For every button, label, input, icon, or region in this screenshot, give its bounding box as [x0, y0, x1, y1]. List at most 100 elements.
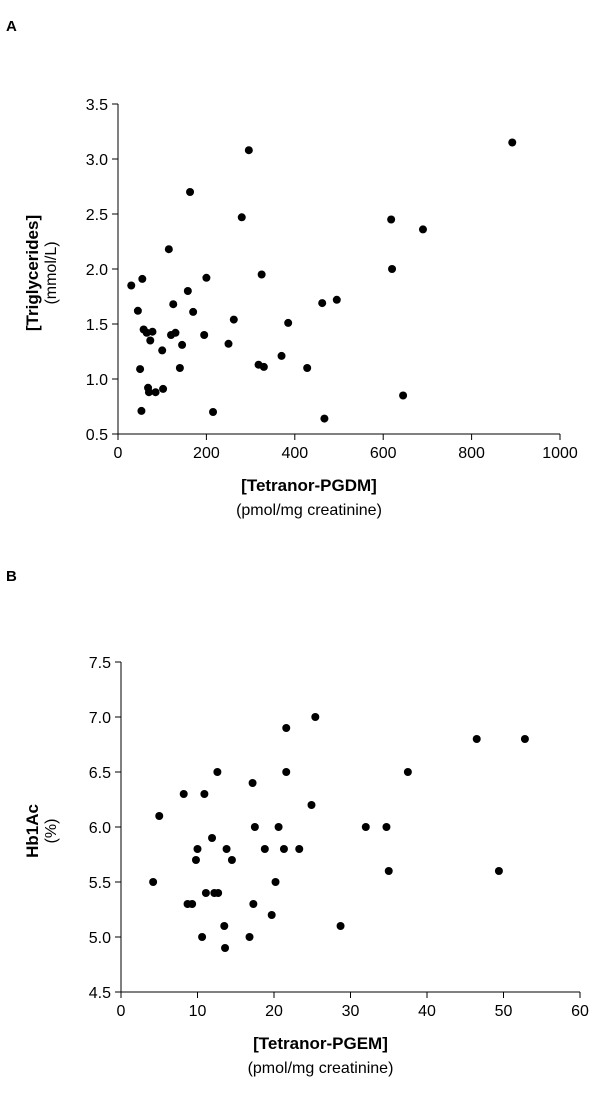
data-point: [245, 933, 254, 941]
data-point: [198, 933, 207, 941]
data-point: [250, 823, 259, 831]
data-point: [387, 215, 396, 224]
panel-label-b: B: [6, 568, 17, 585]
x-tick-label: 50: [495, 1003, 513, 1020]
y-tick-label: 3.5: [86, 97, 108, 114]
data-point: [227, 856, 236, 864]
y-tick-label: 3.0: [86, 152, 108, 169]
data-point: [472, 735, 481, 743]
data-point: [237, 213, 246, 222]
data-point: [388, 265, 397, 273]
y-axis-title: Hb1Ac: [23, 804, 42, 858]
y-tick-label: 0.5: [86, 427, 108, 444]
data-point: [249, 900, 258, 908]
data-point: [508, 138, 517, 147]
data-point: [222, 845, 231, 853]
x-axis-title: [Tetranor-PGDM]: [241, 476, 377, 495]
data-point: [144, 388, 153, 397]
data-point: [186, 188, 195, 196]
x-tick-label: 600: [370, 445, 397, 462]
data-point: [520, 735, 529, 743]
scatter-chart-hb1ac: 4.5 5.0 5.5 6.0 6.5 7.0 7.5 0 10 20 30 40 50 60 [Tetra…: [23, 655, 589, 1077]
x-tick-label: 800: [458, 445, 485, 462]
data-point: [133, 306, 142, 315]
y-tick-label: 6.0: [89, 820, 111, 837]
panel-label-a: A: [6, 18, 17, 35]
x-axis-subtitle: (pmol/mg creatinine): [248, 1060, 394, 1077]
data-point: [202, 273, 211, 282]
data-point: [189, 307, 198, 316]
data-point: [136, 365, 145, 374]
y-axis-subtitle: (%): [43, 819, 60, 844]
data-point: [384, 867, 393, 875]
data-point: [494, 867, 503, 875]
data-point: [214, 889, 223, 897]
y-tick-label: 6.5: [89, 765, 111, 782]
y-axis-title: [Triglycerides]: [23, 215, 42, 331]
data-point: [229, 315, 238, 324]
data-point: [171, 328, 180, 337]
data-point: [151, 388, 160, 397]
data-point: [127, 281, 136, 290]
data-point: [248, 779, 257, 787]
x-tick-label: 10: [189, 1003, 207, 1020]
data-point: [403, 768, 412, 776]
data-point: [220, 922, 229, 930]
data-point: [138, 274, 147, 283]
x-tick-label: 60: [571, 1003, 589, 1020]
data-point: [318, 299, 327, 308]
data-point: [303, 364, 312, 372]
data-point: [213, 768, 222, 776]
x-axis-subtitle: (pmol/mg creatinine): [236, 502, 382, 519]
data-point: [257, 270, 266, 279]
data-point: [332, 295, 341, 304]
data-point: [418, 225, 427, 234]
data-point: [175, 364, 184, 372]
data-point: [295, 845, 304, 853]
y-tick-label: 7.0: [89, 710, 111, 727]
y-tick-label: 5.5: [89, 875, 111, 892]
data-point: [188, 900, 197, 908]
y-axis-subtitle: (mmol/L): [43, 241, 60, 304]
data-point: [200, 790, 209, 798]
data-point: [307, 801, 316, 809]
data-point: [158, 346, 167, 355]
data-point: [155, 812, 164, 820]
y-tick-label: 7.5: [89, 655, 111, 672]
data-point: [311, 713, 320, 721]
data-point: [282, 724, 291, 732]
x-tick-label: 30: [342, 1003, 360, 1020]
data-point: [259, 362, 268, 371]
data-point: [320, 414, 329, 423]
y-tick-label: 2.5: [86, 207, 108, 224]
x-tick-label: 0: [117, 1003, 126, 1020]
data-point: [178, 340, 187, 349]
data-point: [284, 318, 293, 327]
y-tick-label: 2.0: [86, 262, 108, 279]
data-point: [179, 790, 188, 798]
data-point: [244, 146, 253, 155]
data-point: [221, 944, 230, 952]
data-point: [148, 327, 157, 336]
x-tick-label: 200: [193, 445, 220, 462]
x-tick-label: 20: [265, 1003, 283, 1020]
data-point: [336, 922, 345, 930]
data-point: [399, 391, 408, 400]
data-point: [271, 878, 280, 886]
data-point: [361, 823, 370, 831]
data-point: [274, 823, 283, 831]
y-tick-label: 1.0: [86, 372, 108, 389]
y-tick-label: 4.5: [89, 985, 111, 1002]
data-point: [279, 845, 288, 853]
data-point: [282, 768, 291, 776]
data-point: [201, 889, 210, 897]
data-point: [209, 408, 218, 416]
data-point: [164, 245, 173, 254]
data-point: [224, 339, 233, 348]
data-point: [277, 351, 286, 360]
data-point: [146, 336, 155, 345]
x-axis-title: [Tetranor-PGEM]: [253, 1034, 388, 1053]
data-point: [183, 287, 192, 295]
data-point: [169, 300, 178, 309]
data-point: [208, 834, 217, 842]
